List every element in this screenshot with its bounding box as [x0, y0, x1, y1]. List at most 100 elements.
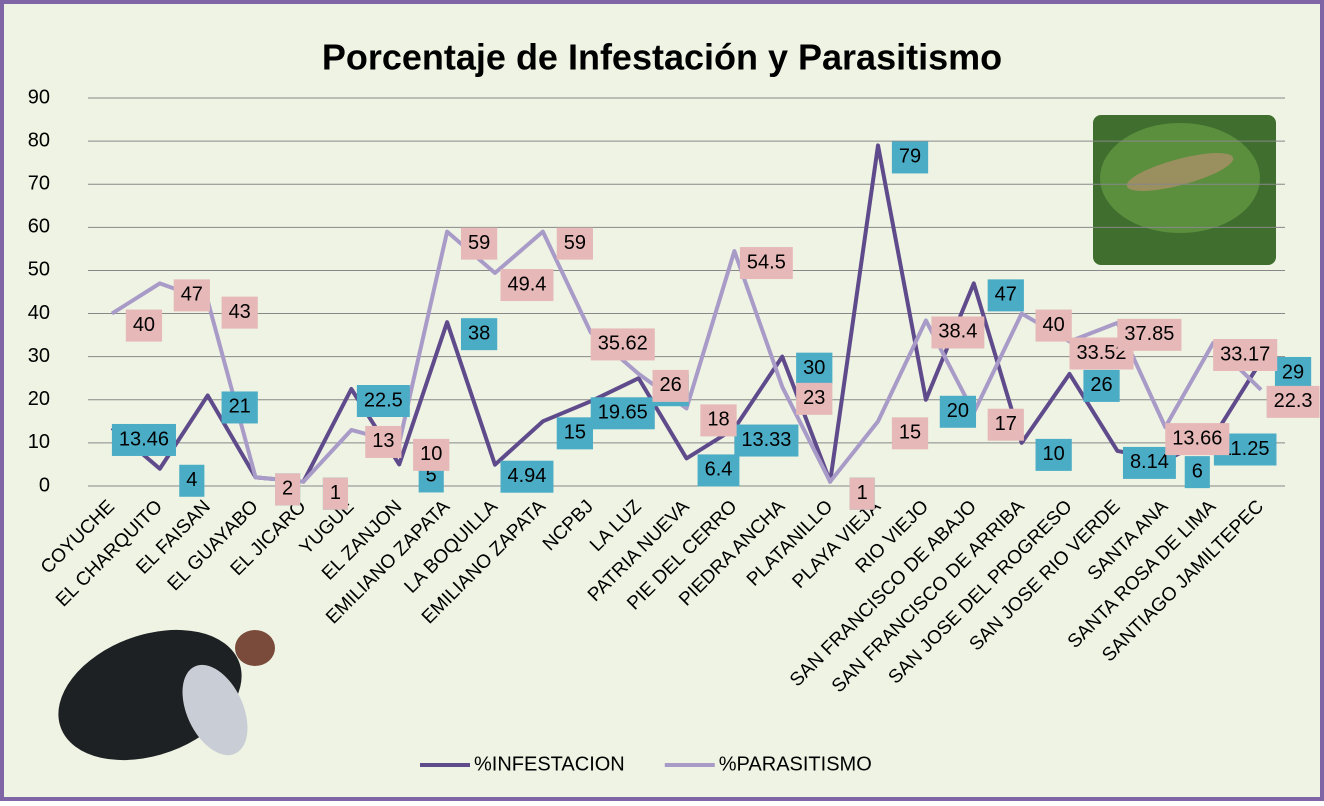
data-label-box — [500, 269, 554, 302]
data-label-text: 47 — [995, 284, 1017, 306]
data-label-box — [1035, 438, 1072, 471]
data-label-text: 1 — [330, 482, 341, 504]
data-label-text: 49.4 — [508, 273, 547, 295]
data-label-box — [356, 385, 410, 417]
data-label-text: 43 — [229, 301, 251, 323]
data-label: 1 — [322, 477, 349, 510]
data-label-text: 18 — [707, 409, 729, 431]
data-label: 13.33 — [734, 424, 799, 457]
data-label-text: 5 — [426, 465, 437, 487]
data-label: 13.46 — [111, 423, 176, 456]
data-label-text: 30 — [803, 357, 825, 379]
data-label: 40 — [1035, 309, 1072, 342]
data-label: 33.17 — [1213, 339, 1278, 372]
data-label: 20 — [939, 395, 977, 428]
data-label-box — [1165, 423, 1230, 456]
data-label: 21 — [221, 391, 258, 424]
data-label-text: 33.17 — [1220, 343, 1270, 365]
data-label: 47 — [173, 279, 210, 312]
data-label-box — [556, 227, 593, 260]
data-label-box — [125, 309, 163, 342]
data-label-box — [1184, 456, 1210, 489]
data-label-box — [221, 296, 258, 329]
data-label: 30 — [796, 352, 833, 385]
data-label-text: 4.94 — [508, 465, 547, 487]
data-label: 35.62 — [590, 328, 655, 361]
data-label-text: 17 — [995, 413, 1017, 435]
data-label-text: 38.4 — [938, 321, 977, 343]
data-label-text: 26 — [659, 374, 681, 396]
data-label-box — [739, 247, 793, 280]
data-label-box — [1266, 385, 1320, 418]
y-tick-label: 40 — [28, 302, 50, 324]
data-label-text: 20 — [947, 400, 969, 422]
data-label-text: 15 — [564, 422, 586, 444]
data-label: 40 — [125, 309, 163, 342]
data-label-text: 13.46 — [119, 428, 169, 450]
data-label-box — [652, 369, 689, 402]
data-label-box — [1274, 356, 1312, 389]
data-label: 47 — [987, 279, 1024, 312]
data-label-text: 13.66 — [1172, 427, 1222, 449]
data-label-box — [275, 473, 301, 506]
data-label-box — [173, 279, 210, 312]
data-label-box — [322, 477, 349, 510]
data-label-box — [700, 404, 737, 437]
data-label-box — [1213, 339, 1278, 372]
y-tick-label: 50 — [28, 259, 50, 281]
data-label: 37.85 — [1117, 318, 1182, 351]
data-label-box — [734, 424, 799, 457]
data-label-text: 47 — [181, 284, 203, 306]
data-label-box — [365, 425, 402, 458]
data-label-box — [1117, 318, 1182, 351]
y-tick-label: 20 — [28, 388, 50, 410]
data-label: 1 — [849, 477, 875, 510]
y-tick-label: 60 — [28, 216, 50, 238]
data-label: 18 — [700, 404, 737, 437]
data-label-text: 22.3 — [1274, 390, 1313, 412]
data-label-text: 35.62 — [598, 333, 648, 355]
data-label: 2 — [275, 473, 301, 506]
data-label-box — [849, 477, 875, 510]
data-label-text: 15 — [899, 422, 921, 444]
data-label-box — [590, 397, 655, 430]
data-label-box — [891, 141, 929, 174]
data-label-box — [796, 382, 833, 415]
data-label: 15 — [891, 417, 929, 450]
data-label-text: 21 — [229, 396, 251, 418]
data-label-box — [1083, 369, 1120, 402]
data-label-box — [796, 352, 833, 385]
data-label: 54.5 — [739, 247, 793, 280]
data-label-text: 29 — [1282, 361, 1304, 383]
data-label-text: 33.52 — [1077, 342, 1127, 364]
data-label-text: 10 — [420, 443, 442, 465]
data-label-text: 59 — [564, 232, 586, 254]
data-label-text: 79 — [899, 146, 921, 168]
chart-title: Porcentaje de Infestación y Parasitismo — [322, 37, 1002, 78]
data-label-text: 1 — [857, 482, 868, 504]
data-label: 49.4 — [500, 269, 554, 302]
data-label-box — [987, 279, 1024, 312]
data-label-text: 59 — [468, 232, 490, 254]
data-label-box — [221, 391, 258, 424]
data-label-text: 2 — [282, 478, 293, 500]
data-label-box — [556, 417, 593, 450]
data-label: 4 — [179, 464, 205, 497]
data-label-text: 40 — [133, 314, 155, 336]
data-label-text: 4 — [186, 469, 197, 491]
data-label: 26 — [652, 369, 689, 402]
legend-label: %INFESTACION — [474, 753, 625, 775]
data-label-text: 37.85 — [1124, 323, 1174, 345]
data-label-text: 23 — [803, 387, 825, 409]
y-tick-label: 90 — [28, 86, 50, 108]
y-tick-label: 0 — [39, 474, 50, 496]
data-label-box — [500, 460, 554, 493]
data-label: 29 — [1274, 356, 1312, 389]
data-label: 10 — [413, 438, 450, 471]
data-label-box — [413, 438, 450, 471]
data-label-text: 6 — [1192, 460, 1203, 482]
data-label: 17 — [987, 408, 1024, 441]
data-label: 15 — [556, 417, 593, 450]
data-label: 22.5 — [356, 385, 410, 417]
